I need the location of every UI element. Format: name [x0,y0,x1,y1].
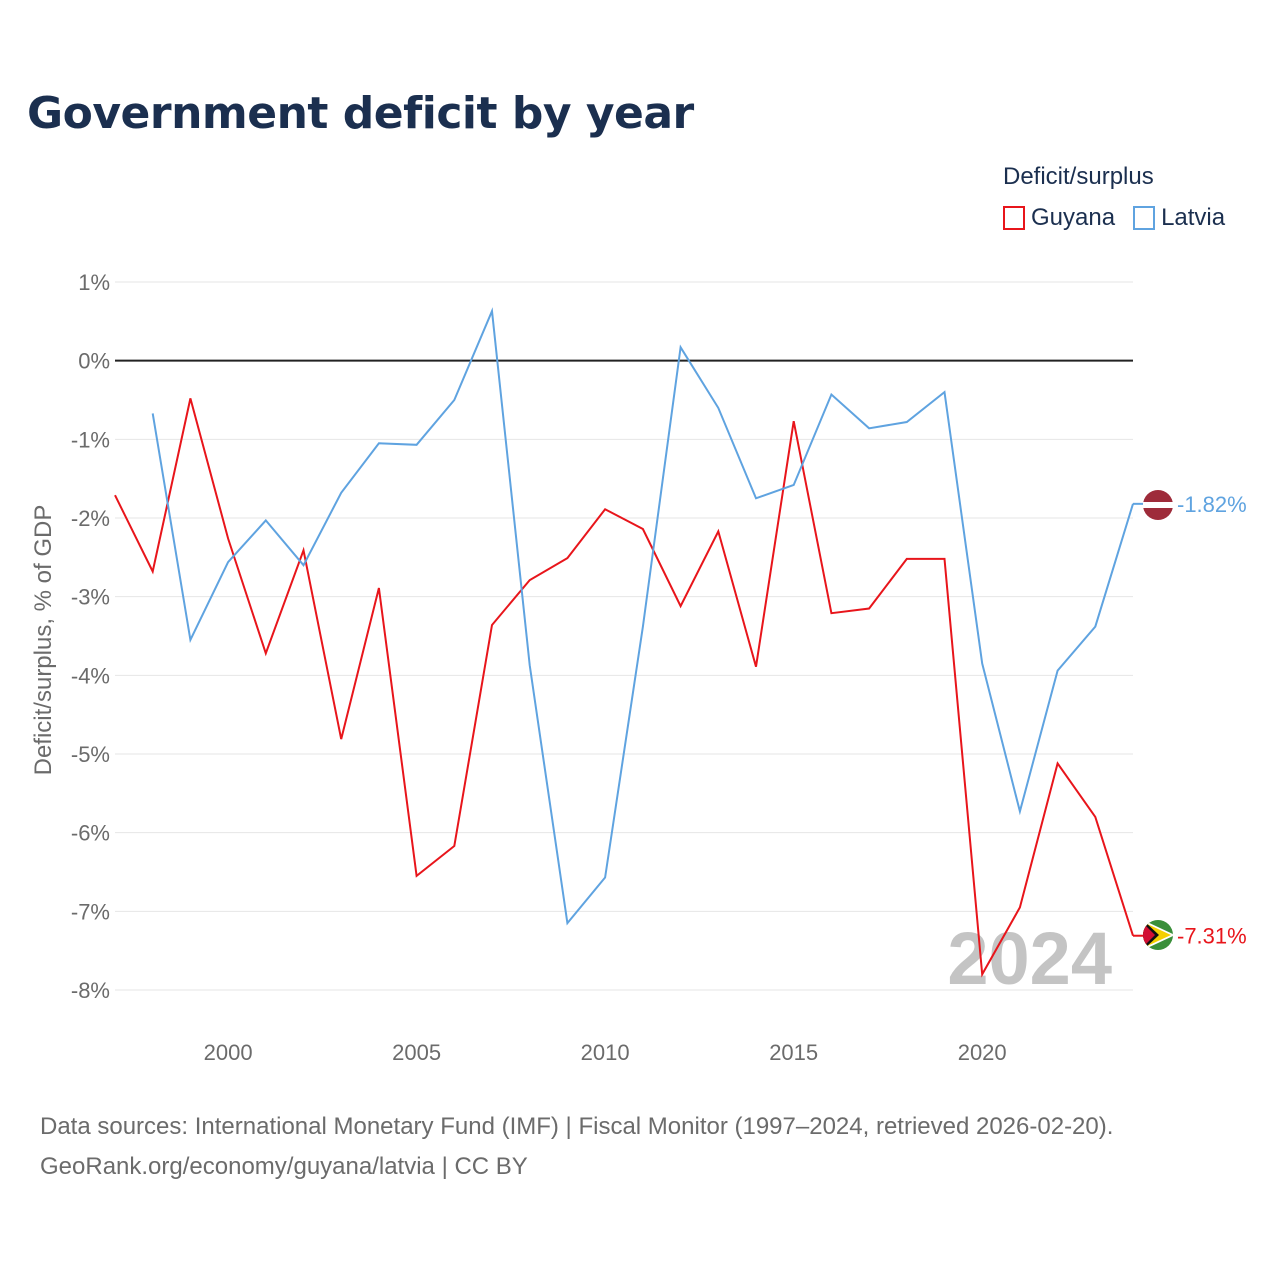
y-tick-label: -7% [71,899,110,924]
y-tick-label: -6% [71,821,110,846]
legend-swatch-latvia [1133,206,1156,230]
source-line-1: Data sources: International Monetary Fun… [40,1113,1114,1140]
y-tick-label: -2% [71,506,110,531]
x-tick-label: 2000 [204,1040,253,1065]
line-chart: 1% 0% -1% -2% -3% -4% -5% -6% -7% -8% 2000 2005 201… [30,270,1247,1065]
y-tick-label: -8% [71,978,110,1003]
legend-swatch-guyana [1003,206,1025,230]
source-note: Data sources: International Monetary Fun… [40,1107,1113,1187]
legend-title: Deficit/surplus [1003,163,1154,190]
y-tick-label: -3% [71,585,110,610]
series-line-latvia[interactable] [151,307,1134,926]
y-tick-label: 1% [78,270,110,295]
guyana-flag [1143,920,1173,950]
latvia-flag [1143,490,1173,520]
end-value-label-latvia: -1.82% [1177,492,1247,517]
y-axis-label: Deficit/surplus, % of GDP [30,505,57,776]
y-tick-label: -1% [71,427,110,452]
y-tick-label: 0% [78,349,110,374]
year-watermark: 2024 [947,917,1112,1000]
x-tick-label: 2020 [958,1040,1007,1065]
legend-label-guyana: Guyana [1031,204,1116,231]
chart-title: Government deficit by year [27,88,694,139]
y-tick-label: -4% [71,663,110,688]
legend: Guyana Latvia [1003,204,1243,232]
x-tick-label: 2015 [769,1040,818,1065]
source-line-2[interactable]: GeoRank.org/economy/guyana/latvia | CC B… [40,1153,528,1180]
y-tick-label: -5% [71,742,110,767]
end-value-label-guyana: -7.31% [1177,924,1247,949]
x-tick-label: 2005 [392,1040,441,1065]
x-tick-label: 2010 [581,1040,630,1065]
series-line-guyana[interactable] [114,398,1134,978]
legend-item-guyana[interactable]: Guyana [1003,204,1115,232]
legend-item-latvia[interactable]: Latvia [1133,204,1225,232]
legend-label-latvia: Latvia [1161,204,1226,231]
